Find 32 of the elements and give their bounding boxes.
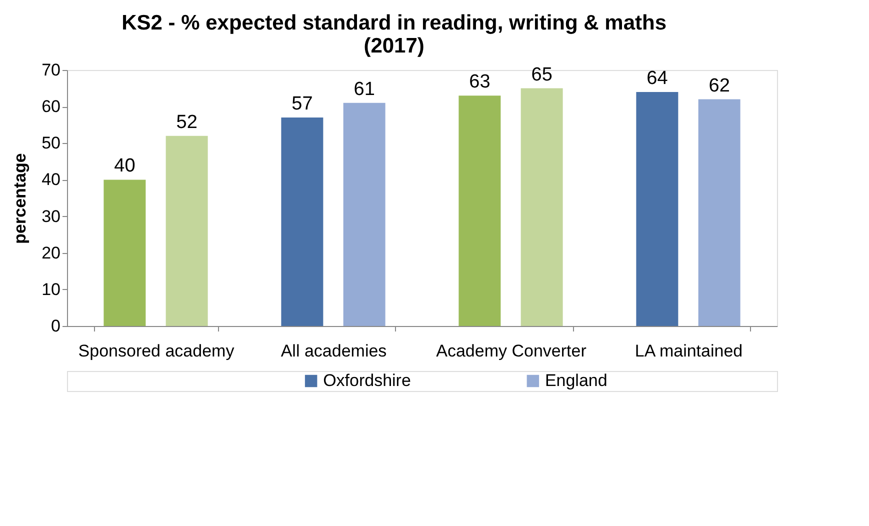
- data-label: 52: [176, 112, 198, 133]
- x-tick-label: Academy Converter: [436, 342, 587, 360]
- data-label: 63: [469, 72, 490, 93]
- data-label: 62: [708, 75, 730, 96]
- y-tick-label: 0: [51, 316, 60, 336]
- bar: [458, 96, 501, 326]
- bar: [166, 136, 208, 326]
- chart-title: KS2 - % expected standard in reading, writing & maths (2017): [122, 12, 667, 58]
- x-tick-label: Sponsored academy: [78, 342, 235, 360]
- y-tick-label: 50: [42, 134, 60, 153]
- data-label: 65: [531, 64, 552, 86]
- legend-label: Oxfordshire: [323, 371, 411, 390]
- bar: [698, 99, 740, 326]
- bar: [281, 118, 324, 326]
- bar: [520, 88, 563, 326]
- y-tick-label: 60: [42, 97, 60, 116]
- bar: [636, 92, 678, 326]
- bar: [343, 102, 386, 326]
- y-tick-label: 30: [42, 206, 60, 226]
- data-label: 40: [114, 156, 136, 177]
- data-label: 61: [354, 78, 375, 100]
- x-tick-label: LA maintained: [634, 342, 743, 360]
- y-tick-label: 40: [42, 170, 60, 190]
- y-axis-title: percentage: [10, 153, 30, 244]
- legend-label: England: [544, 371, 608, 390]
- bar: [104, 180, 146, 326]
- data-label: 64: [646, 68, 668, 89]
- data-label: 57: [292, 94, 313, 115]
- x-tick-label: All academies: [280, 342, 387, 360]
- y-tick-label: 20: [42, 243, 60, 262]
- y-tick-label: 10: [42, 280, 60, 299]
- y-tick-label: 70: [42, 60, 60, 80]
